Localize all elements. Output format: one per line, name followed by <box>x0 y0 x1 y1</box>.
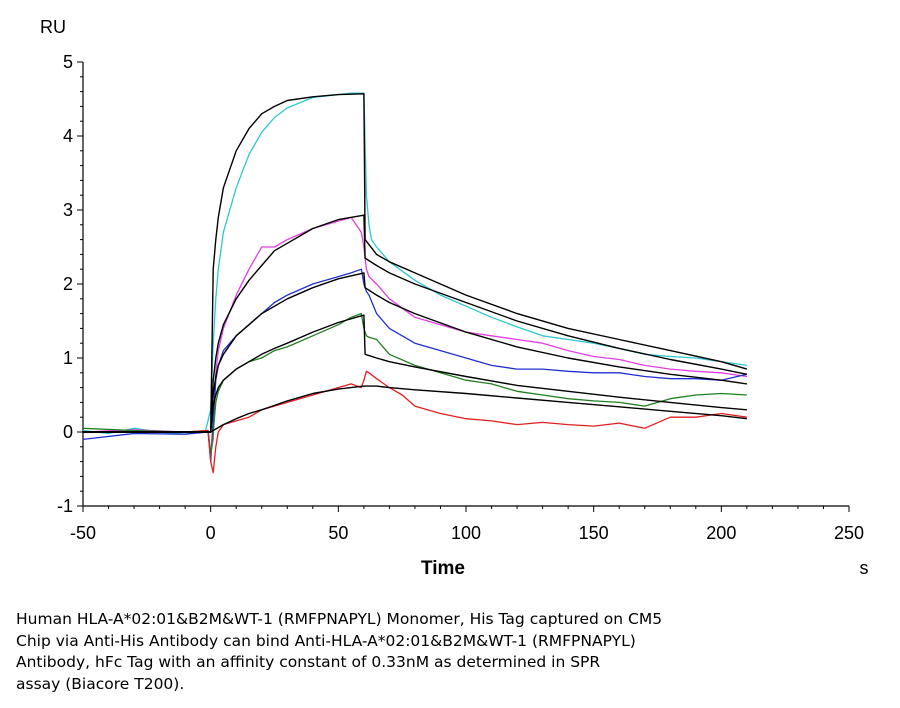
x-axis-title: Time <box>421 558 465 579</box>
axes: -1 0 1 2 3 4 5 -50 0 50 100 150 200 250 <box>57 52 864 543</box>
spr-sensorgram-chart: -1 0 1 2 3 4 5 -50 0 50 100 150 200 250 RU Time s <box>40 17 869 579</box>
fit-curve-line <box>83 385 747 433</box>
fit-curve-line <box>83 214 748 433</box>
x-tick-label: 0 <box>206 523 216 543</box>
x-tick-label: 200 <box>706 523 736 543</box>
sensorgram-series-line <box>82 312 747 455</box>
fit-curve-line <box>83 93 748 433</box>
sensorgram-series-line <box>82 92 747 435</box>
figure-caption: Human HLA-A*02:01&B2M&WT-1 (RMFPNAPYL) M… <box>16 610 663 693</box>
y-tick-label: 1 <box>63 348 73 368</box>
y-tick-label: -1 <box>57 496 73 516</box>
x-tick-label: 50 <box>328 523 348 543</box>
sensorgram-series-line <box>82 216 747 455</box>
x-tick-label: 150 <box>579 523 609 543</box>
x-tick-label: 250 <box>834 523 864 543</box>
fit-curve-line <box>83 314 747 433</box>
series-layer <box>82 92 748 474</box>
fit-curve-line <box>83 272 748 433</box>
y-axis-title: RU <box>40 17 66 37</box>
sensorgram-series-line <box>83 370 747 474</box>
y-tick-label: 4 <box>63 126 73 146</box>
x-tick-label: -50 <box>70 523 96 543</box>
y-tick-label: 3 <box>63 200 73 220</box>
y-tick-label: 0 <box>63 422 73 442</box>
y-tick-label: 2 <box>63 274 73 294</box>
y-tick-label: 5 <box>63 52 73 72</box>
x-axis-unit: s <box>860 558 869 578</box>
x-tick-label: 100 <box>451 523 481 543</box>
